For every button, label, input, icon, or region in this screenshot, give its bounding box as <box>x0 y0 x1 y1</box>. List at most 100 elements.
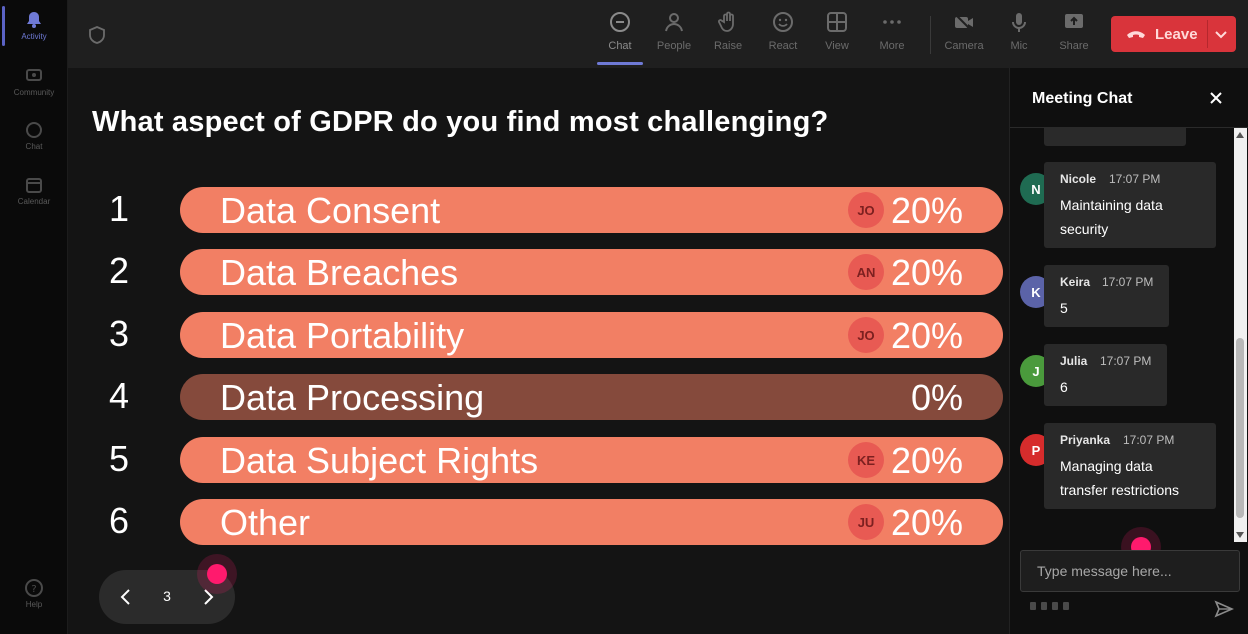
raise-button-label: Raise <box>713 40 743 52</box>
chat-scrollbar[interactable] <box>1234 128 1247 542</box>
leave-divider <box>1207 20 1208 48</box>
person-icon <box>665 13 683 32</box>
send-icon[interactable] <box>1214 600 1234 618</box>
poll-question: What aspect of GDPR do you find most cha… <box>92 106 829 138</box>
raise-hand-button[interactable]: Raise <box>703 10 753 60</box>
more-button[interactable]: More <box>867 10 917 60</box>
meeting-toolbar: Chat People Raise React View More Camera… <box>68 0 1248 68</box>
people-button[interactable]: People <box>649 10 699 60</box>
option-percent: 20% <box>890 190 963 231</box>
option-number: 5 <box>108 438 130 479</box>
react-button[interactable]: React <box>758 10 808 60</box>
chat-button[interactable]: Chat <box>595 10 645 60</box>
calendar-icon <box>26 178 42 193</box>
scrollbar-thumb[interactable] <box>1236 338 1244 518</box>
poll-option-bar: Data Portability JO 20% <box>180 312 1003 358</box>
message-time: 17:07 PM <box>1123 433 1175 447</box>
share-button[interactable]: Share <box>1049 10 1099 60</box>
camera-button[interactable]: Camera <box>939 10 989 60</box>
option-number: 1 <box>108 188 130 229</box>
view-button[interactable]: View <box>812 10 862 60</box>
toolbar-divider <box>930 16 931 54</box>
voter-avatar-badge: JU <box>848 504 884 540</box>
mic-button[interactable]: Mic <box>994 10 1044 60</box>
attach-icon[interactable] <box>1041 602 1047 610</box>
hand-icon <box>718 11 734 32</box>
help-icon: ? <box>25 579 43 597</box>
message-author: Priyanka <box>1060 433 1111 447</box>
option-percent: 20% <box>890 315 963 356</box>
chevron-down-icon[interactable] <box>1212 25 1230 43</box>
option-percent: 20% <box>890 252 963 293</box>
rail-item-help[interactable]: ? Help <box>0 578 68 628</box>
chat-message: Julia 17:07 PM 6 <box>1044 344 1167 406</box>
rail-item-label: Chat <box>25 142 43 151</box>
voter-avatar-badge: JO <box>848 192 884 228</box>
avatar-initial: N <box>1031 181 1041 197</box>
rail-item-chat[interactable]: Chat <box>0 120 68 170</box>
rail-item-label: Activity <box>21 32 47 41</box>
format-icon[interactable] <box>1030 602 1036 610</box>
chevron-left-icon[interactable] <box>115 585 137 609</box>
rail-item-community[interactable]: Community <box>0 66 68 116</box>
scroll-up-arrow[interactable] <box>1236 132 1244 138</box>
leave-button-label: Leave <box>1155 25 1198 43</box>
message-line: 6 <box>1060 379 1068 395</box>
message-line: Managing data <box>1060 458 1153 474</box>
rail-active-indicator <box>2 6 5 46</box>
option-label: Data Subject Rights <box>220 440 539 481</box>
message-line: Maintaining data <box>1060 197 1163 213</box>
react-button-label: React <box>768 40 798 52</box>
microphone-icon <box>1012 13 1026 32</box>
message-time: 17:07 PM <box>1100 354 1152 368</box>
message-text: 6 <box>1060 375 1068 399</box>
message-author: Nicole <box>1060 172 1097 186</box>
shield-icon[interactable] <box>88 26 106 44</box>
meeting-chat-panel: Meeting Chat N Nicole 17:07 PM Maintaini… <box>1009 68 1248 634</box>
message-line: security <box>1060 221 1109 237</box>
option-label: Other <box>220 502 311 543</box>
rail-item-label: Community <box>13 88 55 97</box>
option-number: 3 <box>108 313 130 354</box>
rail-item-calendar[interactable]: Calendar <box>0 175 68 225</box>
message-text: Managing data transfer restrictions <box>1060 454 1179 502</box>
message-author: Keira <box>1060 275 1091 289</box>
share-screen-icon <box>1065 14 1083 28</box>
poll-option-bar: Other JU 20% <box>180 499 1003 545</box>
message-line: 5 <box>1060 300 1068 316</box>
mic-button-label: Mic <box>1010 40 1028 52</box>
option-number: 6 <box>108 500 130 541</box>
scroll-down-arrow[interactable] <box>1236 532 1244 538</box>
chat-message: Keira 17:07 PM 5 <box>1044 265 1169 327</box>
rail-item-label: Help <box>25 600 43 609</box>
chat-message: Priyanka 17:07 PM Managing data transfer… <box>1044 423 1216 509</box>
poll-stage: What aspect of GDPR do you find most cha… <box>68 68 1009 634</box>
smiley-icon <box>773 12 793 32</box>
camera-off-icon <box>954 13 973 32</box>
bell-icon <box>27 12 41 28</box>
option-number: 4 <box>108 375 130 416</box>
chat-title: Meeting Chat <box>1032 90 1133 107</box>
voter-avatar-badge: JO <box>848 317 884 353</box>
gif-icon[interactable] <box>1063 602 1069 610</box>
emoji-icon[interactable] <box>1052 602 1058 610</box>
chat-icon <box>610 12 630 32</box>
message-time: 17:07 PM <box>1102 275 1154 289</box>
option-label: Data Consent <box>220 190 441 231</box>
leave-button[interactable]: Leave <box>1111 16 1236 52</box>
chevron-right-icon[interactable] <box>197 585 219 609</box>
chat-button-label: Chat <box>608 40 632 52</box>
more-button-label: More <box>879 40 905 52</box>
phone-hangup-icon <box>1127 31 1145 38</box>
close-icon[interactable] <box>1208 90 1224 106</box>
grid-icon <box>827 12 847 32</box>
option-percent: 20% <box>890 502 963 543</box>
pointer-indicator <box>207 564 227 584</box>
camera-button-label: Camera <box>944 40 984 52</box>
chat-tab-indicator <box>597 62 643 65</box>
more-dots-icon <box>883 20 901 24</box>
rail-item-activity[interactable]: Activity <box>0 10 68 60</box>
message-line: transfer restrictions <box>1060 482 1180 498</box>
message-text: 5 <box>1060 296 1068 320</box>
chat-message-input[interactable] <box>1020 550 1240 592</box>
